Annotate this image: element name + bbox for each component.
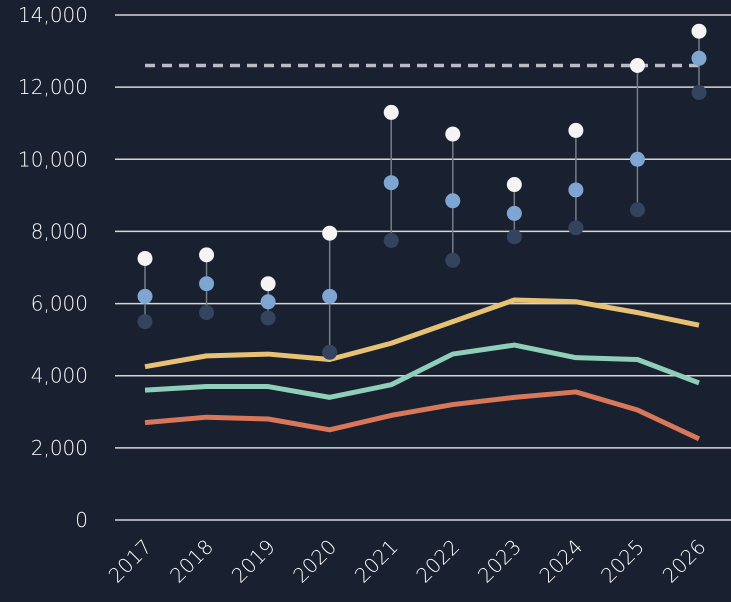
marker: [137, 314, 153, 330]
series-line: [144, 342, 700, 400]
marker: [691, 85, 707, 101]
y-tick-label: 12,000: [18, 75, 88, 99]
marker: [260, 294, 276, 310]
x-tick-label: 2026: [658, 535, 711, 588]
marker: [568, 220, 584, 236]
x-tick-label: 2020: [288, 535, 341, 588]
series-line: [144, 389, 701, 442]
marker: [322, 225, 338, 241]
marker: [383, 175, 399, 191]
x-tick-label: 2018: [165, 535, 218, 588]
marker: [445, 193, 461, 209]
marker: [568, 122, 584, 138]
marker: [199, 276, 215, 292]
x-tick-label: 2019: [227, 535, 280, 588]
x-tick-label: 2021: [350, 535, 403, 588]
y-tick-label: 6,000: [31, 292, 88, 316]
marker: [445, 252, 461, 268]
y-tick-label: 10,000: [18, 147, 88, 171]
marker: [199, 305, 215, 321]
marker: [629, 151, 645, 167]
marker: [506, 205, 522, 221]
marker: [199, 247, 215, 263]
marker: [383, 104, 399, 120]
marker: [322, 344, 338, 360]
x-tick-label: 2023: [473, 535, 526, 588]
y-tick-label: 0: [75, 508, 88, 532]
marker: [137, 288, 153, 304]
y-tick-label: 4,000: [31, 364, 88, 388]
marker: [506, 177, 522, 193]
series-line: [144, 297, 700, 370]
y-tick-label: 2,000: [31, 436, 88, 460]
marker: [506, 229, 522, 245]
marker: [137, 250, 153, 266]
x-tick-label: 2022: [411, 535, 464, 588]
x-tick-label: 2024: [534, 535, 587, 588]
marker: [322, 288, 338, 304]
x-tick-label: 2025: [596, 535, 649, 588]
marker: [260, 276, 276, 292]
marker: [691, 23, 707, 39]
marker: [260, 310, 276, 326]
marker: [629, 202, 645, 218]
marker: [691, 50, 707, 66]
x-tick-label: 2017: [104, 535, 157, 588]
marker: [629, 58, 645, 73]
marker: [383, 232, 399, 248]
marker: [445, 126, 461, 142]
y-tick-label: 8,000: [31, 219, 88, 243]
marker: [568, 182, 584, 198]
y-tick-label: 14,000: [18, 3, 88, 27]
